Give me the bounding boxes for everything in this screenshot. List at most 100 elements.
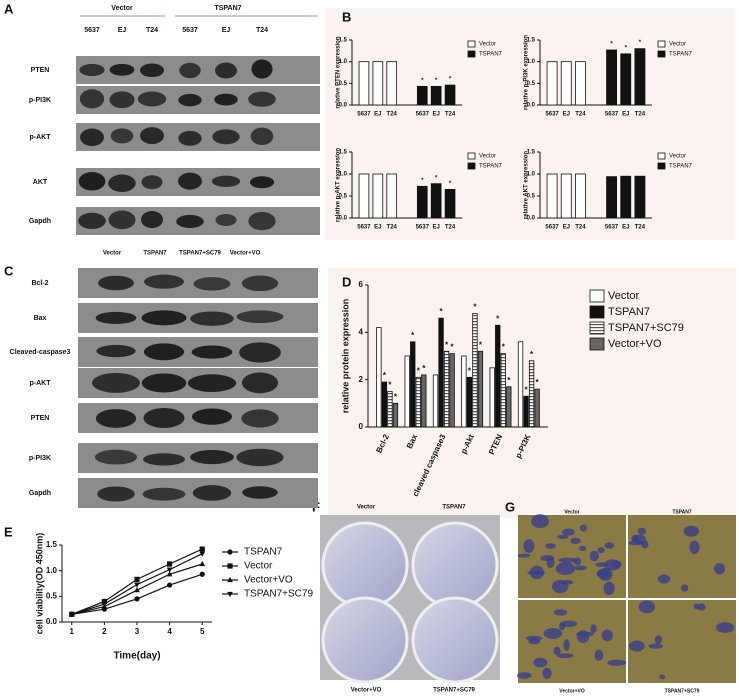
legend-label: TSPAN7+SC79: [608, 322, 684, 334]
bar: [574, 173, 586, 219]
blot-band: [140, 211, 164, 229]
bar: [358, 173, 370, 219]
migrated-cells: [715, 622, 735, 633]
bar: [472, 312, 478, 428]
blot-band: [241, 409, 279, 428]
y-tick-label: 1.0: [46, 566, 58, 575]
marker: [227, 591, 233, 598]
blot-band: [141, 175, 163, 190]
blot-band: [191, 345, 233, 359]
legend-swatch: [467, 152, 476, 160]
legend-label: Vector: [479, 154, 496, 160]
migrated-cells: [589, 550, 599, 562]
y-tick-label: 1.5: [339, 38, 348, 44]
significance-mark: *: [440, 307, 444, 316]
blot-band: [142, 487, 186, 501]
legend-swatch: [589, 305, 605, 319]
bar: [620, 175, 632, 219]
significance-mark: *: [449, 77, 452, 83]
x-tick-label: T24: [635, 112, 646, 118]
bar: [358, 61, 370, 106]
x-tick-label: 2: [102, 627, 107, 636]
bar: [506, 386, 512, 428]
blot-band: [239, 342, 281, 363]
bar: [372, 173, 384, 219]
y-tick-label: 2: [359, 375, 364, 384]
migrated-cells: [683, 525, 699, 537]
migrated-cells: [573, 565, 587, 571]
blot-band: [214, 93, 238, 106]
bar: [404, 355, 410, 428]
migrated-cells: [570, 537, 581, 544]
y-tick-label: 1.0: [339, 172, 348, 178]
image-label: TSPAN7: [672, 509, 692, 515]
legend-swatch: [589, 321, 605, 335]
well: [321, 521, 409, 609]
significance-mark: *: [639, 40, 642, 46]
legend-label: TSPAN7+SC79: [244, 589, 313, 600]
panel-letter: A: [4, 1, 14, 16]
y-tick-label: 1.5: [527, 38, 536, 44]
x-tick-label: 5637: [416, 112, 430, 118]
bar: [443, 350, 450, 428]
blot-band: [190, 450, 234, 465]
blot-band: [249, 176, 275, 189]
x-tick-label: 5: [200, 627, 205, 636]
bar: [574, 61, 586, 106]
blot-band: [241, 372, 279, 394]
bar: [376, 327, 382, 428]
row-label: p-PI3K: [29, 455, 51, 462]
bar: [461, 355, 467, 428]
legend-swatch: [589, 289, 605, 303]
x-tick-label: 5637: [605, 225, 619, 231]
blot-band: [143, 343, 185, 361]
y-axis-title: relative p-PI3K expression: [524, 35, 530, 110]
migrated-cells: [573, 557, 582, 566]
migrated-cells: [610, 560, 622, 568]
x-tick-label: T24: [575, 225, 586, 231]
bar: [620, 53, 632, 106]
bar: [500, 353, 506, 428]
significance-mark: *: [411, 331, 415, 340]
blot-band: [92, 372, 140, 393]
y-axis-title: relative PTEN expression: [336, 36, 342, 108]
bar: [517, 341, 524, 428]
migrated-cells: [603, 581, 615, 596]
x-tick-label: 5637: [357, 112, 371, 118]
blot-band: [251, 59, 273, 79]
migrated-cells: [523, 539, 535, 553]
blot-band: [109, 63, 135, 76]
y-tick-label: 0.5: [339, 81, 348, 87]
blot-band: [178, 172, 202, 190]
blot-band: [141, 373, 187, 393]
migrated-cells: [598, 567, 613, 581]
bar: [560, 61, 572, 106]
blot-band: [250, 127, 274, 146]
blot-band: [178, 130, 202, 146]
migrated-cells: [594, 649, 604, 661]
significance-mark: *: [625, 45, 628, 51]
bar: [489, 367, 495, 428]
y-tick-label: 0.5: [527, 81, 536, 87]
bar: [372, 61, 384, 106]
marker: [68, 612, 75, 618]
legend-label: TSPAN7: [669, 52, 693, 58]
lane-label: T24: [146, 27, 158, 34]
y-tick-label: 6: [359, 280, 364, 289]
marker: [227, 549, 233, 555]
bar: [381, 381, 388, 428]
bar: [523, 395, 529, 428]
migrated-cells: [681, 584, 689, 592]
migrated-cells: [601, 629, 613, 642]
bar: [416, 185, 428, 219]
significance-mark: *: [422, 364, 426, 373]
blot-band: [179, 62, 201, 79]
significance-mark: *: [525, 385, 529, 394]
lane-label: Vector: [103, 251, 122, 257]
x-tick-label: 1: [70, 627, 75, 636]
group-label: Vector: [111, 5, 133, 12]
legend-label: TSPAN7: [244, 547, 283, 558]
migrated-cells: [563, 639, 570, 651]
bar: [444, 84, 456, 106]
